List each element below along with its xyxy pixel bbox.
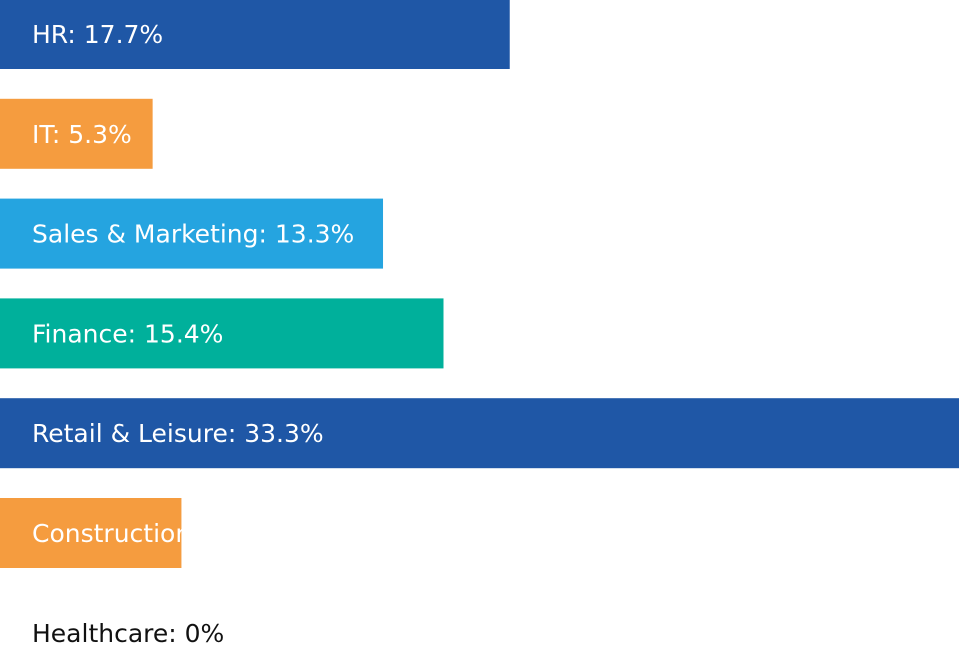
bar (0, 198, 384, 269)
bar-label: Construction : 6.3% (32, 519, 279, 548)
bar (0, 498, 182, 568)
bar-label: Retail & Leisure: 33.3% (32, 419, 324, 448)
bar-label: Sales & Marketing: 13.3% (32, 220, 354, 249)
bar-label: Finance: 15.4% (32, 319, 223, 348)
bar (0, 0, 510, 69)
bar (0, 98, 153, 169)
bar (0, 398, 959, 469)
bar-label: Healthcare: 0% (32, 619, 224, 648)
bar (0, 298, 444, 369)
bar-label: IT: 5.3% (32, 120, 132, 149)
bar-label: HR: 17.7% (32, 20, 163, 49)
